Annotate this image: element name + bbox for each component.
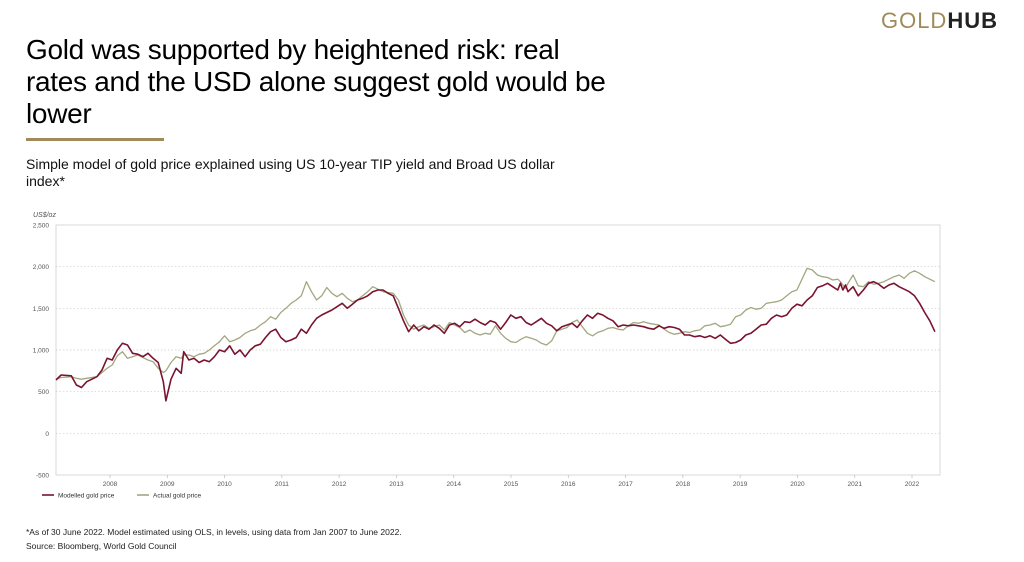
x-tick-label: 2021 [847, 481, 862, 488]
x-tick-label: 2012 [332, 481, 347, 488]
x-tick-label: 2011 [275, 481, 289, 488]
x-tick-label: 2020 [790, 481, 805, 488]
title-divider [26, 138, 164, 141]
y-tick-label: 1,000 [33, 348, 50, 355]
x-tick-label: 2010 [217, 481, 232, 488]
x-tick-label: 2015 [504, 481, 519, 488]
source-note: Source: Bloomberg, World Gold Council [26, 541, 177, 551]
x-axis-ticks: 2008 2009 2010 2011 2012 2013 2014 2015 2016 2017… [103, 475, 920, 488]
x-tick-label: 2019 [733, 481, 748, 488]
logo-gold-text: GOLD [880, 8, 948, 33]
y-tick-label: 2,000 [33, 264, 50, 271]
x-tick-label: 2008 [103, 481, 118, 488]
chart-subtitle: Simple model of gold price explained usi… [26, 156, 555, 189]
logo-hub-text: HUB [947, 8, 998, 33]
page-title: Gold was supported by heightened risk: r… [26, 34, 606, 129]
x-tick-label: 2022 [905, 481, 920, 488]
legend-label: Actual gold price [153, 493, 201, 500]
y-tick-label: -500 [36, 473, 49, 480]
goldhub-logo: GOLDHUB [881, 8, 998, 34]
modelled-gold-price-line [55, 280, 936, 402]
y-tick-label: 0 [45, 431, 49, 438]
chart-lines [55, 267, 936, 402]
actual-gold-price-line [55, 267, 936, 380]
chart-legend: Modelled gold price Actual gold price [42, 493, 201, 500]
y-tick-label: 2,500 [33, 223, 50, 230]
footnote: *As of 30 June 2022. Model estimated usi… [26, 527, 402, 537]
x-tick-label: 2016 [561, 481, 576, 488]
y-tick-label: 1,500 [33, 306, 50, 313]
gold-price-chart: US$/oz -500 0 500 1,000 1,500 2,000 2,500 2008… [33, 212, 941, 500]
x-tick-label: 2013 [389, 481, 404, 488]
x-tick-label: 2017 [618, 481, 633, 488]
y-axis-label: US$/oz [33, 212, 56, 219]
y-tick-label: 500 [38, 389, 49, 396]
x-tick-label: 2018 [676, 481, 691, 488]
y-axis-ticks: -500 0 500 1,000 1,500 2,000 2,500 [33, 223, 50, 480]
legend-label: Modelled gold price [58, 493, 115, 500]
x-tick-label: 2009 [160, 481, 175, 488]
chart-grid [55, 224, 941, 476]
x-tick-label: 2014 [446, 481, 461, 488]
